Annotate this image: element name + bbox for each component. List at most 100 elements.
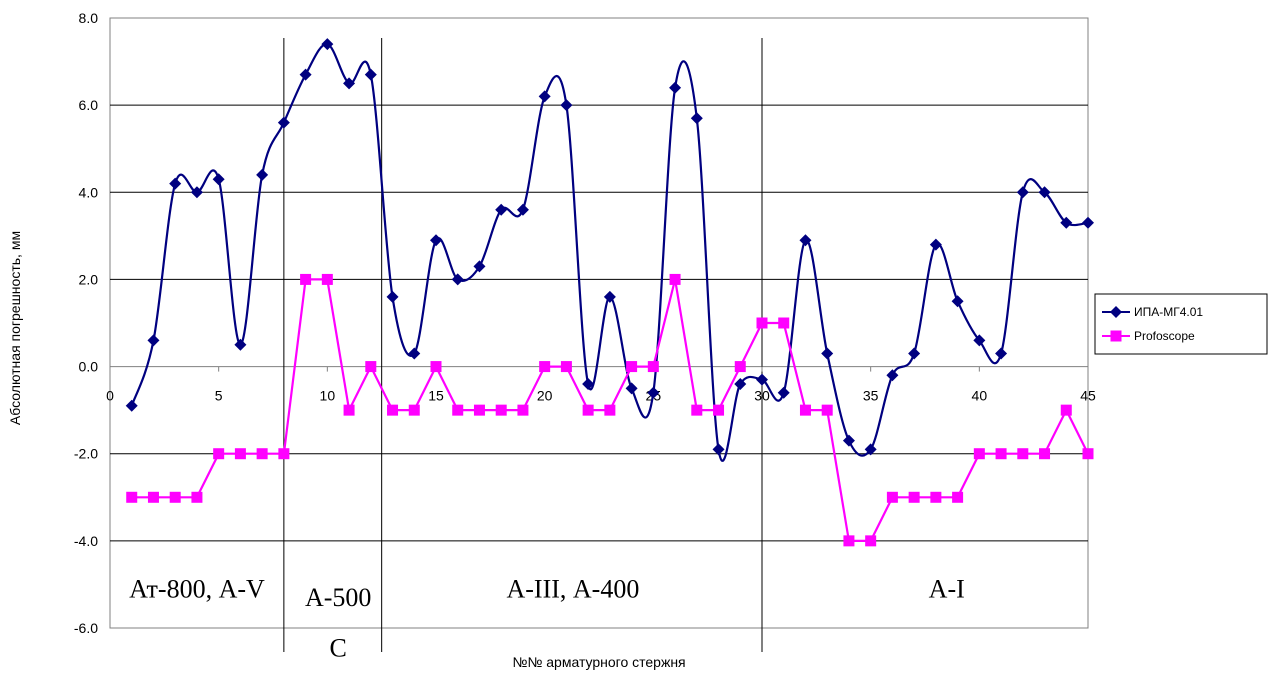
plot-area [109, 17, 1089, 629]
data-point-ipa-mg401 [995, 347, 1008, 360]
data-point-profoscope [560, 361, 572, 373]
x-tick-label: 20 [537, 388, 553, 404]
data-point-profoscope [799, 404, 811, 416]
data-point-profoscope [1082, 448, 1094, 460]
region-label: А-III, А-400 [506, 575, 639, 604]
data-point-ipa-mg401 [169, 177, 182, 190]
data-point-ipa-mg401 [299, 68, 312, 81]
data-point-ipa-mg401 [886, 369, 899, 382]
data-point-profoscope [539, 361, 551, 373]
data-point-ipa-mg401 [1038, 186, 1051, 199]
data-point-ipa-mg401 [756, 373, 768, 386]
data-point-profoscope [452, 404, 464, 416]
data-point-profoscope [952, 491, 964, 503]
data-point-ipa-mg401 [973, 334, 986, 347]
y-tick-label: 0.0 [79, 359, 99, 375]
data-point-ipa-mg401 [190, 186, 203, 199]
legend-label-ipa-mg401: ИПА-МГ4.01 [1134, 305, 1203, 319]
data-point-profoscope [126, 491, 138, 503]
data-point-profoscope [865, 535, 877, 547]
data-point-ipa-mg401 [147, 334, 160, 347]
data-point-profoscope [387, 404, 399, 416]
x-tick-label: 5 [215, 388, 223, 404]
data-point-profoscope [1060, 404, 1072, 416]
data-point-ipa-mg401 [821, 347, 834, 360]
data-point-ipa-mg401 [864, 443, 877, 456]
data-point-ipa-mg401 [125, 399, 138, 412]
legend-box [1094, 293, 1268, 355]
data-point-ipa-mg401 [603, 290, 616, 303]
data-point-ipa-mg401 [734, 378, 747, 390]
data-point-profoscope [713, 404, 725, 416]
data-point-profoscope [734, 361, 746, 373]
data-point-profoscope [843, 535, 855, 547]
legend-marker-ipa-mg401 [1110, 306, 1122, 318]
data-point-ipa-mg401 [212, 173, 225, 186]
x-axis-title: №№ арматурного стержня [512, 654, 685, 670]
data-point-ipa-mg401 [625, 382, 638, 395]
data-point-profoscope [778, 317, 790, 329]
data-point-profoscope [191, 491, 203, 503]
data-point-profoscope [169, 491, 181, 503]
data-point-profoscope [213, 448, 225, 460]
series-profoscope [126, 273, 1094, 547]
region-label: А-500 [305, 583, 371, 612]
y-tick-label: 2.0 [79, 271, 99, 287]
data-point-profoscope [821, 404, 833, 416]
y-tick-label: 4.0 [79, 184, 99, 200]
data-point-ipa-mg401 [430, 234, 442, 247]
data-point-ipa-mg401 [842, 434, 855, 447]
y-tick-label: -6.0 [74, 620, 98, 636]
data-point-ipa-mg401 [1082, 216, 1094, 229]
data-point-profoscope [995, 448, 1007, 460]
data-point-profoscope [278, 448, 290, 460]
x-tick-label: 0 [106, 388, 114, 404]
data-point-ipa-mg401 [908, 347, 921, 360]
x-tick-label: 15 [428, 388, 444, 404]
data-point-ipa-mg401 [451, 273, 464, 286]
region-labels: Ат-800, А-V А-500 С А-III, А-400 А-I [129, 575, 965, 663]
data-point-profoscope [234, 448, 246, 460]
data-point-ipa-mg401 [516, 203, 529, 216]
x-axis-ticks: 051015202530354045 [106, 366, 1096, 404]
data-point-ipa-mg401 [277, 116, 290, 129]
data-point-ipa-mg401 [538, 90, 551, 103]
data-point-ipa-mg401 [234, 338, 247, 351]
x-tick-label: 35 [863, 388, 879, 404]
x-tick-label: 10 [320, 388, 336, 404]
data-point-ipa-mg401 [690, 112, 703, 125]
data-point-ipa-mg401 [582, 378, 595, 390]
data-point-profoscope [930, 491, 942, 503]
data-point-ipa-mg401 [560, 99, 573, 112]
series-line-ipa-mg401 [130, 43, 1089, 462]
data-point-profoscope [1039, 448, 1051, 460]
data-point-profoscope [691, 404, 703, 416]
data-point-profoscope [495, 404, 507, 416]
data-point-profoscope [604, 404, 616, 416]
data-point-profoscope [408, 404, 420, 416]
data-point-ipa-mg401 [473, 260, 486, 273]
y-tick-label: -2.0 [74, 446, 98, 462]
y-axis-title: Абсолютная погрешность, мм [7, 231, 23, 425]
data-point-profoscope [1017, 448, 1029, 460]
data-point-profoscope [343, 404, 355, 416]
data-series [125, 38, 1094, 547]
data-point-profoscope [647, 361, 659, 373]
data-point-profoscope [517, 404, 529, 416]
legend-marker-profoscope [1110, 330, 1122, 342]
data-point-profoscope [908, 491, 920, 503]
data-point-ipa-mg401 [1060, 216, 1073, 229]
data-point-ipa-mg401 [408, 347, 421, 360]
x-tick-label: 45 [1080, 388, 1096, 404]
data-point-profoscope [430, 361, 442, 373]
data-point-ipa-mg401 [777, 386, 790, 399]
data-point-ipa-mg401 [799, 234, 812, 247]
legend-label-profoscope: Profoscope [1134, 329, 1195, 343]
data-point-ipa-mg401 [364, 68, 377, 81]
data-point-ipa-mg401 [669, 81, 682, 94]
data-point-ipa-mg401 [929, 238, 942, 251]
data-point-profoscope [321, 273, 333, 285]
data-point-profoscope [973, 448, 985, 460]
data-point-ipa-mg401 [647, 386, 660, 399]
